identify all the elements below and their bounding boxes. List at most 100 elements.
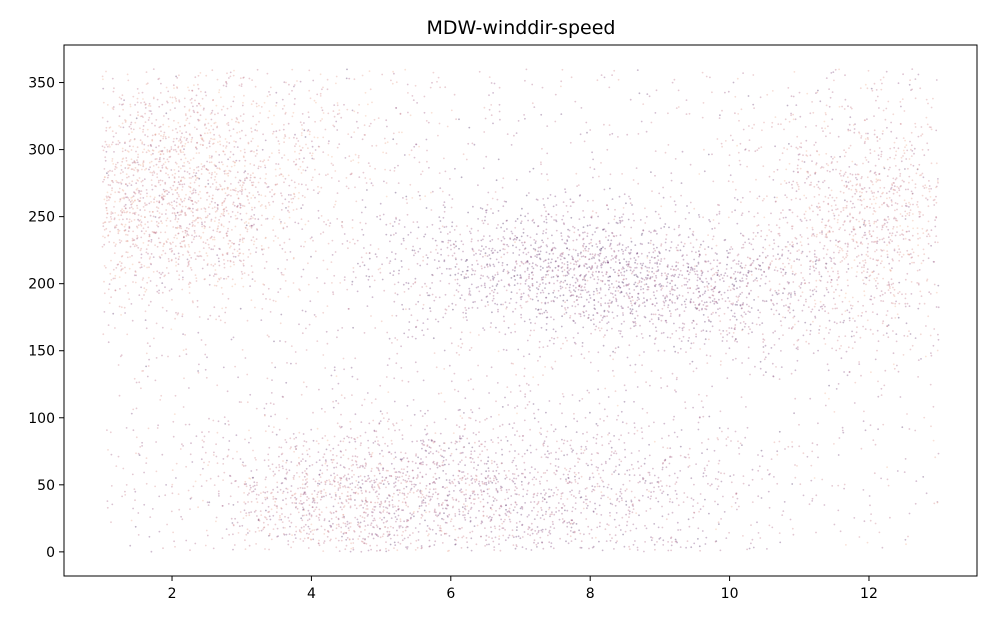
scatter-point — [609, 244, 612, 246]
scatter-point — [142, 116, 144, 118]
scatter-point — [830, 285, 833, 288]
scatter-point — [275, 130, 278, 133]
scatter-point — [702, 415, 705, 418]
scatter-point — [134, 213, 136, 216]
scatter-point — [876, 236, 879, 239]
scatter-point — [316, 496, 319, 498]
scatter-point — [875, 249, 878, 251]
scatter-point — [570, 216, 573, 219]
scatter-point — [214, 273, 216, 276]
scatter-point — [275, 163, 277, 165]
scatter-point — [833, 411, 836, 413]
scatter-point — [536, 503, 539, 506]
scatter-point — [480, 473, 483, 475]
scatter-point — [794, 369, 797, 372]
scatter-point — [478, 421, 481, 423]
scatter-point — [177, 232, 180, 235]
scatter-point — [867, 69, 870, 72]
scatter-point — [311, 145, 314, 148]
scatter-point — [201, 221, 203, 224]
scatter-point — [863, 520, 866, 523]
scatter-point — [375, 466, 378, 469]
scatter-point — [272, 488, 274, 491]
scatter-point — [792, 95, 795, 98]
scatter-point — [233, 146, 236, 148]
scatter-point — [218, 188, 220, 191]
scatter-point — [668, 310, 671, 312]
scatter-point — [225, 145, 228, 148]
scatter-point — [327, 112, 330, 115]
scatter-point — [832, 157, 834, 160]
scatter-point — [501, 262, 504, 264]
scatter-point — [809, 265, 812, 268]
scatter-point — [128, 145, 131, 148]
scatter-point — [624, 473, 626, 476]
scatter-point — [855, 164, 858, 166]
scatter-point — [297, 197, 300, 200]
scatter-point — [673, 228, 676, 231]
scatter-point — [587, 317, 589, 320]
scatter-point — [360, 489, 363, 492]
scatter-point — [540, 427, 542, 430]
scatter-point — [349, 497, 352, 500]
scatter-point — [540, 509, 543, 511]
scatter-point — [147, 427, 150, 430]
scatter-point — [561, 393, 564, 395]
scatter-point — [448, 479, 451, 481]
scatter-point — [370, 470, 373, 472]
scatter-point — [235, 141, 237, 143]
scatter-point — [379, 536, 382, 539]
scatter-point — [364, 134, 366, 136]
scatter-point — [776, 450, 779, 453]
scatter-point — [688, 112, 691, 115]
scatter-point — [119, 181, 122, 184]
scatter-point — [809, 260, 811, 263]
scatter-point — [901, 426, 904, 429]
scatter-point — [555, 260, 557, 263]
scatter-point — [418, 194, 421, 197]
scatter-point — [795, 104, 798, 106]
scatter-point — [620, 410, 623, 413]
scatter-point — [363, 475, 366, 478]
scatter-point — [384, 501, 386, 503]
scatter-point — [830, 162, 833, 165]
scatter-point — [884, 118, 887, 121]
scatter-point — [169, 96, 172, 99]
scatter-point — [611, 537, 613, 539]
scatter-point — [294, 97, 296, 100]
scatter-point — [107, 195, 110, 198]
scatter-point — [287, 543, 290, 546]
scatter-point — [482, 327, 484, 329]
scatter-point — [444, 532, 446, 535]
scatter-point — [654, 112, 657, 114]
scatter-point — [359, 521, 362, 524]
scatter-point — [373, 509, 376, 511]
scatter-point — [334, 476, 336, 478]
scatter-point — [650, 536, 652, 539]
scatter-point — [247, 501, 250, 503]
scatter-point — [606, 259, 609, 262]
scatter-point — [210, 161, 213, 164]
scatter-point — [828, 88, 830, 90]
scatter-point — [575, 263, 578, 266]
scatter-point — [229, 135, 232, 137]
scatter-point — [197, 119, 200, 122]
scatter-point — [126, 184, 129, 187]
scatter-point — [236, 521, 239, 524]
scatter-point — [276, 527, 279, 530]
scatter-point — [854, 173, 857, 176]
scatter-point — [606, 261, 609, 264]
scatter-point — [641, 302, 644, 304]
scatter-point — [338, 550, 341, 552]
scatter-point — [687, 236, 690, 239]
scatter-point — [227, 227, 230, 230]
scatter-point — [107, 288, 110, 291]
scatter-point — [247, 142, 250, 145]
scatter-point — [566, 264, 569, 266]
scatter-point — [177, 146, 180, 149]
scatter-point — [537, 383, 540, 386]
scatter-point — [540, 173, 543, 175]
scatter-point — [466, 505, 469, 507]
scatter-point — [505, 514, 508, 517]
scatter-point — [653, 272, 655, 275]
